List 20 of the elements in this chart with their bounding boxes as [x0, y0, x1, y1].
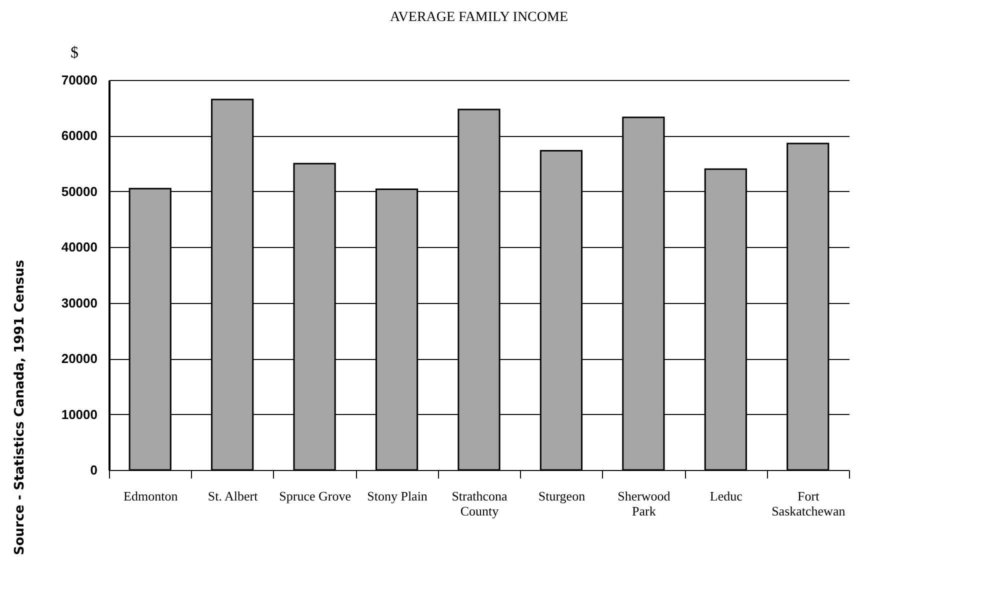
x-tick-label: Stony Plain — [367, 488, 428, 504]
y-tick-label: 50000 — [61, 184, 98, 199]
x-tick-label: Strathcona County — [452, 488, 508, 518]
y-tick-label: 60000 — [61, 128, 98, 144]
x-tick-label: Sturgeon — [538, 488, 586, 504]
y-tick-label: 30000 — [61, 295, 98, 310]
y-axis-title: $ — [70, 44, 78, 62]
x-tick-label: St. Albert — [208, 488, 258, 504]
y-tick-label: 40000 — [61, 240, 98, 255]
y-tick-label: 20000 — [61, 351, 98, 366]
y-tick-label: 70000 — [61, 72, 98, 88]
x-tick-label: Sherwood Park — [618, 488, 671, 518]
y-tick-label: 10000 — [61, 406, 98, 422]
x-tick-label: Fort Saskatchewan — [772, 488, 846, 518]
chart-title: AVERAGE FAMILY INCOME — [390, 10, 568, 25]
y-tick-label: 0 — [90, 462, 98, 478]
x-tick-label: Edmonton — [124, 488, 178, 504]
source-note: Source - Statistics Canada, 1991 Census — [12, 258, 28, 558]
x-tick-label: Leduc — [710, 488, 743, 504]
x-tick-label: Spruce Grove — [279, 488, 352, 504]
